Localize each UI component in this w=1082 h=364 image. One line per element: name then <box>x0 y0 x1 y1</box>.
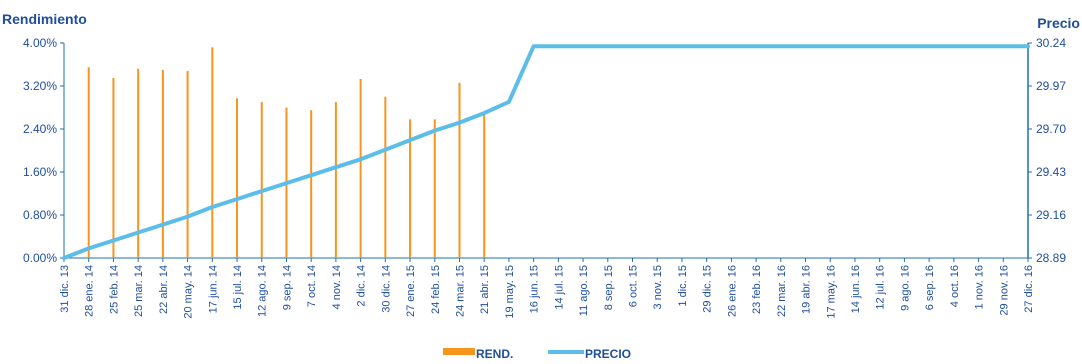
x-tick-label: 22 abr. 14 <box>158 265 170 314</box>
rend-bar <box>384 96 387 258</box>
x-tick-label: 26 ene. 16 <box>726 265 738 317</box>
x-tick-label: 21 abr. 15 <box>479 265 491 314</box>
rend-bar <box>433 119 436 258</box>
x-tick-label: 28 ene. 14 <box>84 265 96 317</box>
left-tick-label: 0.80% <box>23 208 57 222</box>
rend-bar <box>112 77 115 258</box>
legend-swatch-rend <box>443 348 475 355</box>
rend-bar <box>359 79 362 258</box>
x-tick-label: 6 sep. 16 <box>924 265 936 310</box>
rend-bar <box>236 98 239 258</box>
right-axis-title: Precio <box>1037 15 1080 31</box>
legend: REND. PRECIO <box>443 347 631 361</box>
rend-bars <box>87 47 486 259</box>
x-tick-label: 12 jul. 16 <box>875 265 887 310</box>
left-tick-label: 2.40% <box>23 122 57 136</box>
x-tick-label: 14 jul. 15 <box>553 265 565 310</box>
x-tick-label: 4 nov. 14 <box>331 265 343 309</box>
x-tick-label: 14 jun. 16 <box>850 265 862 313</box>
right-tick-label: 28.89 <box>1036 251 1066 265</box>
precio-line-group <box>62 44 1030 260</box>
x-tick-label: 11 ago. 15 <box>578 265 590 316</box>
rend-bar <box>186 70 189 258</box>
x-tick-label: 27 dic. 16 <box>1023 265 1035 313</box>
rend-bar <box>87 67 90 258</box>
x-tick-label: 8 sep. 15 <box>603 265 615 310</box>
legend-label-precio: PRECIO <box>585 347 631 361</box>
x-tick-label: 2 dic. 14 <box>356 265 368 307</box>
x-tick-label: 1 nov. 16 <box>974 265 986 309</box>
x-tick-label: 9 ago. 16 <box>899 265 911 311</box>
rend-bar <box>458 82 461 259</box>
x-tick-label: 24 feb. 15 <box>430 265 442 314</box>
rend-bar <box>260 102 263 258</box>
x-tick-label: 19 may. 15 <box>504 265 516 319</box>
x-tick-label: 15 jul. 14 <box>232 265 244 310</box>
x-tick-label: 31 dic. 13 <box>59 265 71 313</box>
left-tick-label: 0.00% <box>23 251 57 265</box>
x-tick-label: 22 mar. 16 <box>776 265 788 317</box>
rend-bar <box>334 102 337 258</box>
x-tick-label: 17 jun. 14 <box>207 265 219 313</box>
right-tick-label: 29.70 <box>1036 122 1066 136</box>
x-tick-label: 29 nov. 16 <box>998 265 1010 316</box>
x-tick-label: 12 ago. 14 <box>257 265 269 317</box>
x-tick-label: 20 may. 14 <box>183 265 195 319</box>
x-tick-label: 3 nov. 15 <box>652 265 664 309</box>
right-tick-label: 29.97 <box>1036 79 1066 93</box>
x-tick-label: 7 oct. 14 <box>306 265 318 307</box>
rend-bar <box>211 47 214 258</box>
axes: 0.00% 0.80% 1.60% 2.40% 3.20% 4.00% 28.89 29.16… <box>23 36 1066 319</box>
x-tick-label: 29 dic. 15 <box>702 265 714 313</box>
x-tick-label: 1 dic. 15 <box>677 265 689 307</box>
left-tick-label: 1.60% <box>23 165 57 179</box>
x-tick-label: 17 may. 16 <box>825 265 837 319</box>
right-tick-label: 30.24 <box>1036 36 1066 50</box>
left-tick-label: 4.00% <box>23 36 57 50</box>
x-tick-label: 27 ene. 15 <box>405 265 417 317</box>
legend-label-rend: REND. <box>476 347 513 361</box>
precio-line <box>62 44 1030 260</box>
x-tick-label: 24 mar. 15 <box>454 265 466 317</box>
x-tick-label: 25 feb. 14 <box>108 265 120 314</box>
right-tick-label: 29.43 <box>1036 165 1066 179</box>
left-axis-title: Rendimiento <box>2 11 87 27</box>
x-tick-label: 30 dic. 14 <box>380 265 392 313</box>
left-tick-label: 3.20% <box>23 79 57 93</box>
x-tick-label: 6 oct. 15 <box>628 265 640 307</box>
x-tick-label: 23 feb. 16 <box>751 265 763 314</box>
x-tick-label: 9 sep. 14 <box>281 265 293 310</box>
x-tick-label: 4 oct. 16 <box>949 265 961 307</box>
rend-bar <box>483 111 486 258</box>
x-tick-label: 16 jun. 15 <box>529 265 541 313</box>
rend-bar <box>161 69 164 258</box>
rend-bar <box>137 68 140 258</box>
rend-bar <box>409 119 412 258</box>
rend-bar <box>310 110 313 258</box>
x-tick-label: 25 mar. 14 <box>133 265 145 317</box>
right-tick-label: 29.16 <box>1036 208 1066 222</box>
x-tick-label: 19 abr. 16 <box>801 265 813 314</box>
